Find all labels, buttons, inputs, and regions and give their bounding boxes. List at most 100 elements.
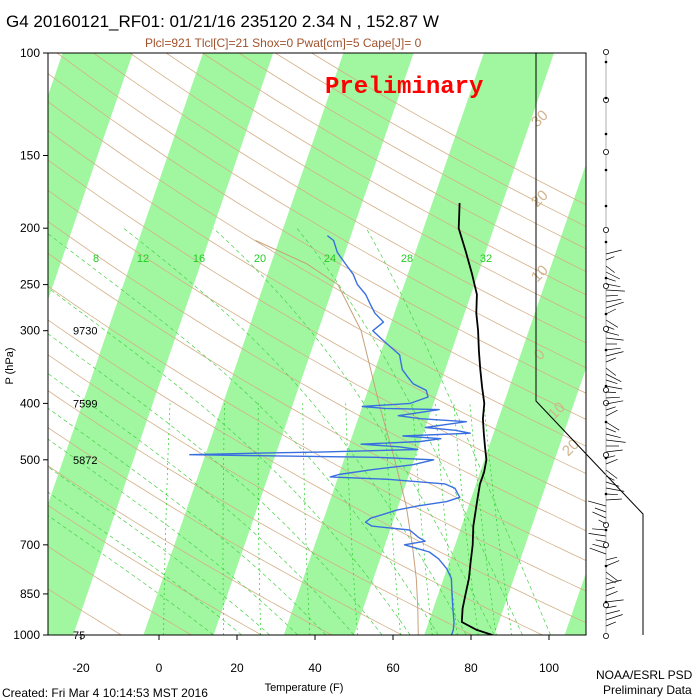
- wind-barb: [605, 298, 622, 303]
- moist-adiabat-line: [48, 373, 355, 635]
- isotherm-band: [143, 53, 414, 635]
- moist-adiabats: [48, 227, 551, 635]
- calm-wind-circle: [603, 282, 610, 289]
- wind-dot: [604, 276, 608, 280]
- dry-adiabat-line: [48, 252, 586, 561]
- isotherm-band: [424, 164, 586, 635]
- y-axis-label: P (hPa): [4, 347, 16, 384]
- wind-dot: [604, 348, 608, 352]
- wind-barb: [605, 277, 616, 282]
- wind-barb: [605, 351, 624, 357]
- wind-dot: [604, 384, 608, 388]
- isotherm-band: [283, 53, 554, 635]
- moist-adiabat-line: [48, 233, 439, 635]
- dry-adiabat-line: [48, 390, 474, 635]
- wind-dot: [604, 240, 608, 244]
- x-tick-label: 0: [156, 661, 163, 675]
- y-tick-label: 250: [20, 278, 40, 292]
- calm-wind-circle: [603, 386, 610, 393]
- wind-barb: [605, 308, 617, 315]
- dry-adiabat-line: [165, 53, 586, 296]
- wind-barb: [605, 256, 615, 261]
- dry-adiabats: [48, 53, 586, 635]
- wind-barb-panel: [535, 49, 644, 640]
- wind-barb: [605, 560, 620, 567]
- wind-barb: [605, 357, 617, 363]
- moist-adiabat-line: [365, 228, 551, 635]
- wind-barb: [598, 519, 607, 525]
- wind-barb: [605, 433, 621, 439]
- wind-dot: [604, 96, 608, 100]
- dry-adiabat-line: [48, 588, 123, 635]
- calm-wind-circle: [603, 542, 610, 549]
- wind-barb: [605, 319, 618, 328]
- chart-subtitle: Plcl=921 Tlcl[C]=21 Shox=0 Pwat[cm]=5 Ca…: [145, 36, 422, 50]
- dry-adiabat-line: [93, 53, 586, 344]
- x-tick-label: 40: [308, 661, 322, 675]
- y-tick-label: 700: [20, 538, 40, 552]
- wind-barb: [605, 439, 626, 443]
- x-tick-label: 80: [464, 661, 478, 675]
- wind-barb: [605, 469, 618, 479]
- wind-barb: [605, 289, 625, 292]
- chart-title: G4 20160121_RF01: 01/21/16 235120 2.34 N…: [6, 12, 439, 31]
- dry-adiabat-line: [48, 159, 586, 474]
- mixing-ratio-line: [384, 403, 401, 635]
- wind-barb: [605, 455, 616, 459]
- mixing-ratio-label: 12: [137, 253, 149, 265]
- x-axis-label: Temperature (F): [265, 682, 344, 694]
- isotherm-label: 30: [585, 473, 609, 497]
- wind-dot: [604, 456, 608, 460]
- preliminary-watermark: Preliminary: [325, 74, 483, 101]
- y-tick-label: 850: [20, 587, 40, 601]
- dry-adiabat-line: [48, 504, 263, 635]
- mixing-ratio-line: [453, 403, 479, 635]
- wind-barb: [605, 487, 625, 492]
- wind-barb: [605, 493, 618, 496]
- mixing-ratio-line: [222, 403, 225, 635]
- y-tick-label: 400: [20, 396, 40, 410]
- wind-barb: [605, 391, 617, 393]
- x-tick-label: 100: [539, 661, 559, 675]
- credit-line-1: NOAA/ESRL PSD: [596, 668, 693, 682]
- wind-barb: [605, 385, 623, 390]
- dry-adiabat-line: [48, 129, 586, 447]
- dry-adiabat-line: [48, 427, 403, 635]
- dry-adiabat-line: [48, 319, 586, 624]
- moist-adiabat-line: [48, 287, 411, 635]
- mixing-ratio-label: 8: [93, 253, 99, 265]
- wind-barb: [605, 605, 617, 609]
- isotherm-band: [48, 53, 133, 300]
- dry-adiabat-line: [48, 465, 333, 635]
- dewpoint-line: [189, 235, 471, 635]
- height-label: 75: [73, 630, 85, 642]
- wind-barb: [605, 586, 615, 591]
- calm-wind-circle: [603, 522, 610, 529]
- x-tick-label: 60: [386, 661, 400, 675]
- dry-adiabat-line: [48, 101, 586, 420]
- parcel-path: [255, 240, 419, 635]
- mixing-ratio-line: [302, 403, 311, 635]
- temperature-line: [457, 202, 493, 635]
- moist-adiabat-line: [48, 438, 299, 635]
- wind-dot: [604, 600, 608, 604]
- wind-dot: [604, 132, 608, 136]
- dry-adiabat-line: [48, 354, 544, 635]
- calm-wind-circle: [603, 399, 610, 406]
- y-tick-label: 150: [20, 148, 40, 162]
- wind-barb: [605, 449, 623, 453]
- wind-barb: [605, 283, 621, 288]
- mixing-ratio-lines: [163, 403, 513, 635]
- wind-barb: [605, 556, 618, 561]
- calm-wind-circle: [603, 226, 610, 233]
- height-label: 9730: [73, 326, 97, 338]
- moist-adiabat-line: [123, 227, 467, 635]
- wind-barb: [605, 427, 617, 433]
- wind-panel-boundary: [535, 53, 644, 635]
- wind-barb: [605, 590, 618, 597]
- wind-barb: [605, 331, 619, 336]
- wind-barb: [605, 458, 618, 465]
- wind-barb: [605, 610, 620, 615]
- wind-barb: [605, 481, 620, 487]
- mixing-ratio-line: [469, 403, 497, 635]
